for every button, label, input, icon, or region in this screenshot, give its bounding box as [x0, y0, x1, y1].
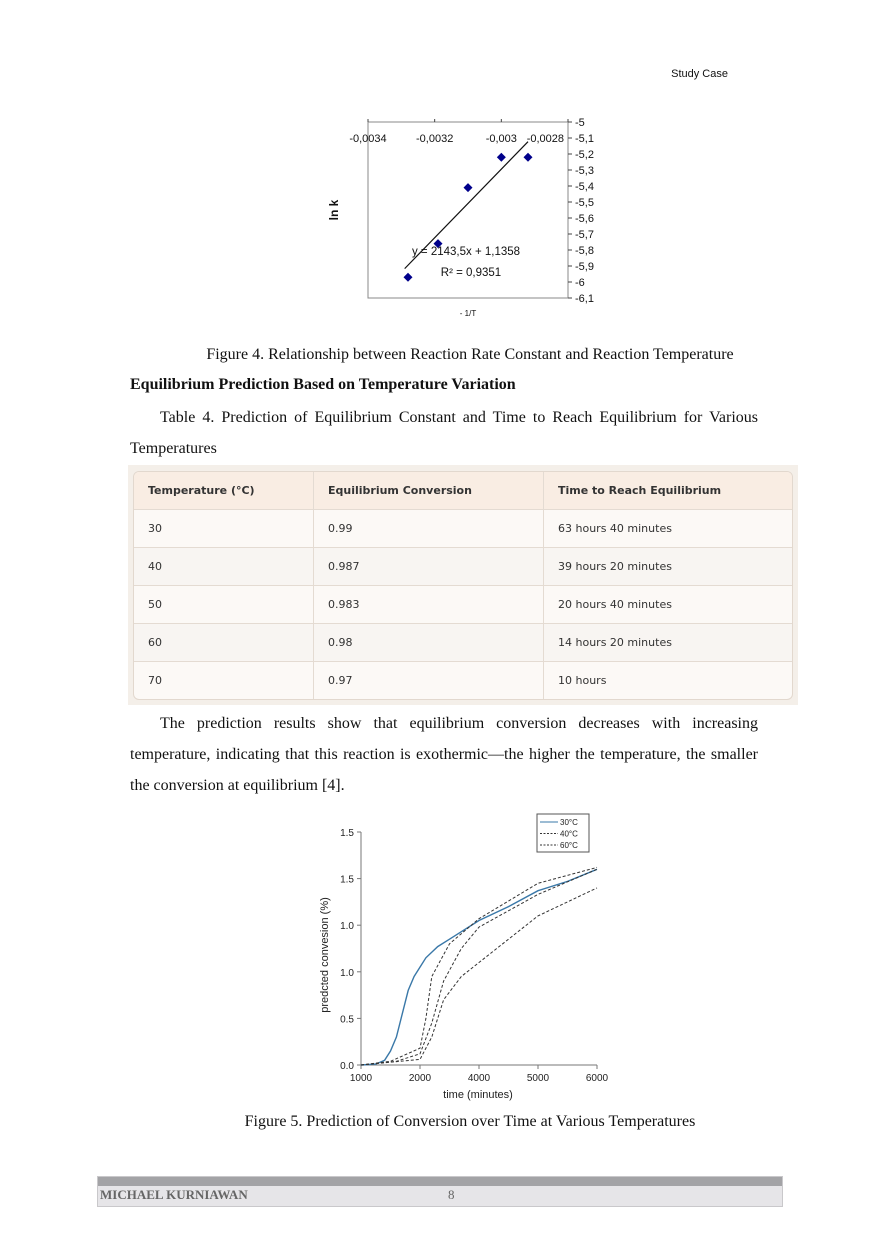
cell-time: 39 hours 20 minutes: [544, 548, 792, 586]
figure-4-caption: Figure 4. Relationship between Reaction …: [206, 346, 734, 363]
cell-temperature: 30: [134, 510, 314, 548]
cell-time: 14 hours 20 minutes: [544, 624, 792, 662]
data-point-marker: [496, 152, 506, 162]
cell-time: 10 hours: [558, 674, 607, 687]
table-row: 70 0.97 10 hours: [134, 662, 792, 699]
table-row: 60 0.98 14 hours 20 minutes: [134, 624, 792, 662]
data-point-marker: [463, 183, 473, 193]
y-tick-label: -6: [575, 277, 585, 289]
cell-temperature: 70: [134, 662, 314, 699]
y-tick-label: -5,9: [575, 261, 594, 273]
y-tick-label: -6,1: [575, 293, 594, 305]
series-line-40°C: [360, 866, 598, 1066]
cell-temperature: 40: [134, 548, 314, 586]
table-row: 50 0.983 20 hours 40 minutes: [134, 586, 792, 624]
trendline-equation: y = 2143,5x + 1,1358: [412, 246, 520, 258]
figure-5-caption: Figure 5. Prediction of Conversion over …: [244, 1113, 696, 1130]
ln-k-vs-inverse-temperature-chart: -0,0034 -0,0032 -0,003 -0,0028 -5 -5,1 -5,2 -5,…: [327, 117, 594, 318]
x-tick-label: -0,0028: [527, 133, 564, 145]
y-tick-label: 0.5: [340, 1014, 354, 1025]
data-point-marker: [523, 152, 533, 162]
cell-conversion: 0.983: [314, 586, 544, 624]
body-paragraph: The prediction results show that equilib…: [130, 715, 758, 794]
cell-temperature: 60: [134, 624, 314, 662]
table-4-caption: Table 4. Prediction of Equilibrium Const…: [130, 409, 758, 457]
x-tick-label: 4000: [468, 1073, 491, 1084]
legend-label: 30°C: [560, 818, 578, 827]
table-4-image: Temperature (°C) Equilibrium Conversion …: [128, 465, 798, 705]
y-tick-label: -5,6: [575, 213, 594, 225]
conversion-vs-time-chart: 1000 2000 4000 5000 6000 0.0 0.5 1.0 1.0 1.5 1.5 30…: [320, 813, 609, 1101]
page-number: 8: [448, 1187, 455, 1202]
table-row: 40 0.987 39 hours 20 minutes: [134, 548, 792, 586]
table-row: 30 0.99 63 hours 40 minutes: [134, 510, 792, 548]
legend-box: [536, 813, 590, 853]
y-tick-label: -5: [575, 117, 585, 129]
y-axis-label: predcted convesion (%): [320, 897, 331, 1013]
y-tick-label: -5,4: [575, 181, 594, 193]
data-point-marker: [433, 239, 443, 249]
cell-time: 63 hours 40 minutes: [544, 510, 792, 548]
y-tick-label: -5,1: [575, 133, 594, 145]
footer-author: MICHAEL KURNIAWAN: [100, 1187, 248, 1202]
table-header-row: Temperature (°C) Equilibrium Conversion …: [134, 472, 792, 510]
header-temperature: Temperature (°C): [134, 472, 314, 510]
cell-conversion: 0.987: [314, 548, 544, 586]
x-tick-label: 6000: [586, 1073, 609, 1084]
trendline: [404, 141, 529, 270]
cell-conversion: 0.99: [314, 510, 544, 548]
series-line-60°C: [360, 868, 598, 1066]
x-tick-label: -0,003: [486, 133, 517, 145]
r-squared-label: R² = 0,9351: [441, 267, 501, 279]
cell-conversion: 0.98: [314, 624, 544, 662]
page-footer: MICHAEL KURNIAWAN 8: [97, 1176, 783, 1207]
legend-label: 60°C: [560, 841, 578, 850]
cell-time: 20 hours 40 minutes: [544, 586, 792, 624]
x-tick-label: -0,0034: [349, 133, 386, 145]
y-tick-label: 1.0: [340, 921, 354, 932]
y-tick-label: 1.0: [340, 968, 354, 979]
legend-label: 40°C: [560, 830, 578, 839]
cell-conversion: 0.97: [314, 662, 544, 699]
y-tick-label: -5,2: [575, 149, 594, 161]
y-tick-label: -5,3: [575, 165, 594, 177]
x-tick-label: -0,0032: [416, 133, 453, 145]
x-tick-label: 2000: [409, 1073, 432, 1084]
running-header: Study Case: [671, 68, 728, 80]
data-point-marker: [403, 272, 413, 282]
cell-temperature: 50: [134, 586, 314, 624]
x-axis-label: time (minutes): [443, 1089, 513, 1101]
y-axis-label: ln k: [327, 199, 341, 220]
y-tick-label: 0.0: [340, 1061, 354, 1072]
x-tick-label: 1000: [350, 1073, 373, 1084]
x-axis-label: - 1/T: [460, 309, 477, 318]
y-tick-label: -5,5: [575, 197, 594, 209]
equilibrium-table: Temperature (°C) Equilibrium Conversion …: [133, 471, 793, 700]
header-time: Time to Reach Equilibrium: [544, 472, 792, 510]
header-conversion: Equilibrium Conversion: [314, 472, 544, 510]
y-tick-label: -5,8: [575, 245, 594, 257]
y-tick-label: 1.5: [340, 875, 354, 886]
series-line-30°C: [360, 868, 598, 1066]
x-tick-label: 5000: [527, 1073, 550, 1084]
footer-bar: [98, 1177, 782, 1186]
y-tick-label: 1.5: [340, 828, 354, 839]
y-tick-label: -5,7: [575, 229, 594, 241]
section-heading: Equilibrium Prediction Based on Temperat…: [130, 376, 516, 393]
plot-area: [367, 121, 569, 299]
